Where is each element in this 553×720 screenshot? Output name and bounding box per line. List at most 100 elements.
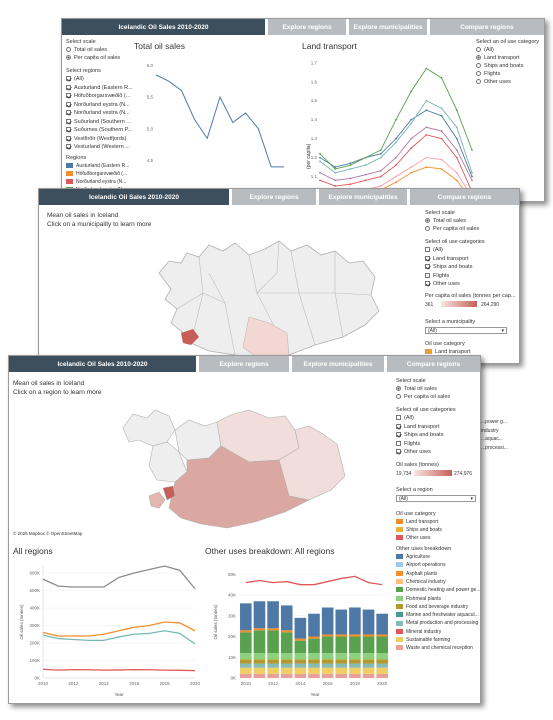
stacked-bar-segment[interactable] <box>280 632 293 654</box>
stacked-bar-segment[interactable] <box>240 673 252 678</box>
stacked-bar-segment[interactable] <box>335 673 348 678</box>
stacked-bar-segment[interactable] <box>308 667 320 674</box>
tab-compare-regions[interactable]: Compare regions <box>410 189 519 205</box>
data-point[interactable] <box>410 166 413 168</box>
data-point[interactable] <box>471 171 473 174</box>
data-point[interactable] <box>379 169 382 172</box>
stacked-bar-segment[interactable] <box>280 673 293 678</box>
stacked-bar-segment[interactable] <box>362 663 375 668</box>
series-line[interactable] <box>42 668 196 672</box>
stacked-bar-segment[interactable] <box>267 667 279 674</box>
data-point[interactable] <box>455 109 458 112</box>
data-point[interactable] <box>425 133 428 136</box>
data-point[interactable] <box>425 109 428 112</box>
stacked-bar-segment[interactable] <box>335 634 348 637</box>
stacked-bar-segment[interactable] <box>321 636 334 654</box>
stacked-bar-segment[interactable] <box>376 663 388 668</box>
category-checkbox[interactable]: Ships and boats <box>396 432 443 438</box>
data-point[interactable] <box>455 149 458 151</box>
tab-explore-municipalities[interactable]: Explore municipalities <box>319 189 407 205</box>
category-checkbox[interactable]: Ships and boats <box>425 264 472 270</box>
region-checkbox[interactable]: Vestfirðir (Westfjords) <box>66 136 126 142</box>
data-point[interactable] <box>410 137 413 140</box>
series-line[interactable] <box>42 565 196 590</box>
map-attribution[interactable]: © 2025 Mapbox © OpenStreetMap <box>13 531 83 536</box>
series-line[interactable] <box>319 100 473 174</box>
data-point[interactable] <box>349 183 352 186</box>
data-point[interactable] <box>364 156 367 159</box>
region-dropdown[interactable]: (All) ▾ <box>396 495 476 502</box>
data-point[interactable] <box>379 149 382 151</box>
data-point[interactable] <box>319 179 321 182</box>
stacked-bar-segment[interactable] <box>280 653 293 660</box>
stacked-bar-segment[interactable] <box>376 653 388 660</box>
scale-radio-per-capita[interactable]: Per capita oil sales <box>396 394 450 400</box>
stacked-bar-segment[interactable] <box>294 638 307 641</box>
data-point[interactable] <box>395 141 397 144</box>
series-line[interactable] <box>42 630 196 645</box>
data-point[interactable] <box>410 147 413 150</box>
stacked-bar-segment[interactable] <box>376 634 388 637</box>
stacked-bar-segment[interactable] <box>267 628 279 631</box>
stacked-bar-segment[interactable] <box>321 663 334 668</box>
region-checkbox[interactable]: Norðurland eystra (N... <box>66 102 130 108</box>
stacked-bar-segment[interactable] <box>253 659 266 664</box>
scale-radio-total[interactable]: Total oil sales <box>396 386 437 392</box>
data-point[interactable] <box>364 164 367 167</box>
data-point[interactable] <box>471 149 473 151</box>
data-point[interactable] <box>319 171 321 174</box>
stacked-bar-segment[interactable] <box>253 667 266 674</box>
data-point[interactable] <box>349 177 352 180</box>
data-point[interactable] <box>395 175 397 178</box>
region-map[interactable] <box>109 400 369 530</box>
stacked-bar-segment[interactable] <box>308 613 320 637</box>
data-point[interactable] <box>425 99 428 102</box>
stacked-bar-segment[interactable] <box>362 634 375 637</box>
data-point[interactable] <box>455 126 458 129</box>
stacked-bar-segment[interactable] <box>335 636 348 654</box>
tab-explore-municipalities[interactable]: Explore municipalities <box>349 19 427 35</box>
data-point[interactable] <box>440 137 443 140</box>
stacked-bar-segment[interactable] <box>335 609 348 635</box>
stacked-bar-segment[interactable] <box>335 653 348 660</box>
category-checkbox[interactable]: (All) <box>396 415 414 421</box>
stacked-bar-segment[interactable] <box>280 659 293 664</box>
stacked-bar-segment[interactable] <box>335 659 348 664</box>
data-point[interactable] <box>410 90 413 93</box>
data-point[interactable] <box>395 164 397 167</box>
other-uses-stacked-bar-chart[interactable]: 0K 10K 20K 30K 40K 50K 2010 2012 2014 2016 2018 202… <box>205 558 395 703</box>
region-checkbox[interactable]: Vesturland (Western ... <box>66 144 130 150</box>
data-point[interactable] <box>395 118 397 121</box>
data-point[interactable] <box>440 114 443 117</box>
data-point[interactable] <box>379 175 382 178</box>
data-point[interactable] <box>334 166 337 168</box>
use-category-radio[interactable]: Land transport <box>476 55 519 61</box>
total-line[interactable] <box>245 575 383 586</box>
data-point[interactable] <box>319 152 321 155</box>
stacked-bar-segment[interactable] <box>253 673 266 678</box>
data-point[interactable] <box>425 67 428 70</box>
stacked-bar-segment[interactable] <box>240 603 252 631</box>
stacked-bar-segment[interactable] <box>362 653 375 660</box>
region-checkbox[interactable]: Norðurland vestra (N... <box>66 110 130 116</box>
stacked-bar-segment[interactable] <box>362 636 375 654</box>
stacked-bar-segment[interactable] <box>362 673 375 678</box>
tab-compare-regions[interactable]: Compare regions <box>430 19 544 35</box>
stacked-bar-segment[interactable] <box>321 653 334 660</box>
stacked-bar-segment[interactable] <box>280 605 293 631</box>
stacked-bar-segment[interactable] <box>253 663 266 668</box>
series-line[interactable] <box>319 134 473 192</box>
stacked-bar-segment[interactable] <box>349 636 361 654</box>
data-point[interactable] <box>455 171 458 174</box>
data-point[interactable] <box>395 137 397 140</box>
scale-radio-total[interactable]: Total oil sales <box>425 218 466 224</box>
stacked-bar-segment[interactable] <box>349 607 361 635</box>
stacked-bar-segment[interactable] <box>308 659 320 664</box>
data-point[interactable] <box>410 122 413 125</box>
stacked-bar-segment[interactable] <box>362 667 375 674</box>
stacked-bar-segment[interactable] <box>280 630 293 633</box>
region-capital[interactable] <box>162 485 176 501</box>
scale-radio-total[interactable]: Total oil sales <box>66 47 107 53</box>
data-point[interactable] <box>334 171 337 174</box>
stacked-bar-segment[interactable] <box>294 617 307 639</box>
